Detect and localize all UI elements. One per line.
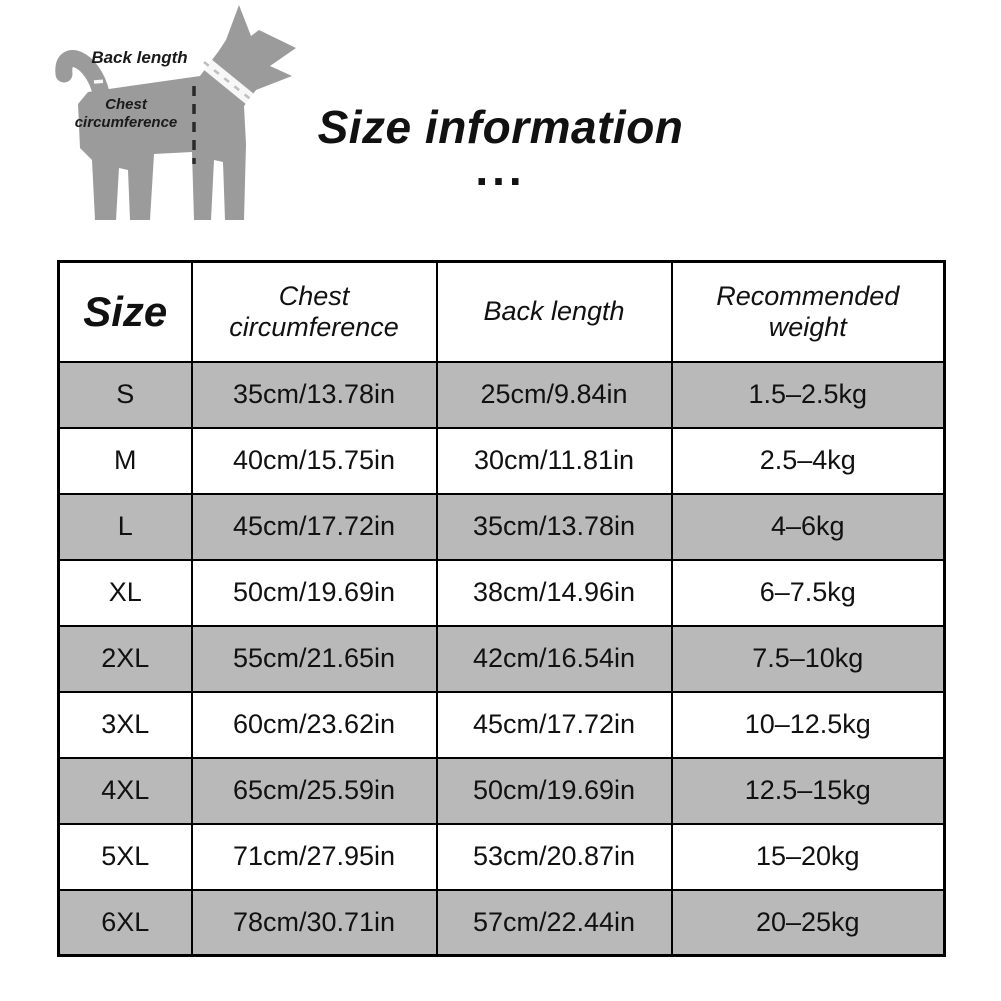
table-row: S 35cm/13.78in 25cm/9.84in 1.5–2.5kg bbox=[57, 360, 946, 429]
weight-cell: 2.5–4kg bbox=[670, 426, 946, 495]
table-row: XL 50cm/19.69in 38cm/14.96in 6–7.5kg bbox=[57, 558, 946, 627]
page-title: Size information bbox=[317, 101, 684, 153]
weight-cell: 10–12.5kg bbox=[670, 690, 946, 759]
back-cell: 25cm/9.84in bbox=[435, 360, 673, 429]
weight-cell: 7.5–10kg bbox=[670, 624, 946, 693]
dog-measurement-diagram: Back length Chest circumference bbox=[4, 0, 344, 240]
chest-cell: 60cm/23.62in bbox=[190, 690, 438, 759]
weight-cell: 1.5–2.5kg bbox=[670, 360, 946, 429]
title-dots: ... bbox=[475, 143, 526, 195]
size-cell: XL bbox=[57, 558, 193, 627]
table-row: 4XL 65cm/25.59in 50cm/19.69in 12.5–15kg bbox=[57, 756, 946, 825]
column-header-chest-circumference: Chest circumference bbox=[190, 260, 438, 363]
weight-cell: 12.5–15kg bbox=[670, 756, 946, 825]
chest-cell: 55cm/21.65in bbox=[190, 624, 438, 693]
table-row: 6XL 78cm/30.71in 57cm/22.44in 20–25kg bbox=[57, 888, 946, 957]
back-cell: 45cm/17.72in bbox=[435, 690, 673, 759]
weight-cell: 20–25kg bbox=[670, 888, 946, 957]
weight-cell: 15–20kg bbox=[670, 822, 946, 891]
column-header-recommended-weight: Recommended weight bbox=[670, 260, 946, 363]
back-cell: 35cm/13.78in bbox=[435, 492, 673, 561]
table-header-row: Size Chest circumference Back length Rec… bbox=[57, 260, 946, 363]
chest-cell: 78cm/30.71in bbox=[190, 888, 438, 957]
back-length-line bbox=[93, 71, 203, 84]
back-cell: 57cm/22.44in bbox=[435, 888, 673, 957]
chest-cell: 35cm/13.78in bbox=[190, 360, 438, 429]
chest-cell: 45cm/17.72in bbox=[190, 492, 438, 561]
column-header-back-length: Back length bbox=[435, 260, 673, 363]
size-cell: 2XL bbox=[57, 624, 193, 693]
size-cell: 3XL bbox=[57, 690, 193, 759]
back-length-label: Back length bbox=[91, 48, 188, 67]
weight-cell: 6–7.5kg bbox=[670, 558, 946, 627]
collar-band-dashes bbox=[203, 61, 255, 103]
size-table: Size Chest circumference Back length Rec… bbox=[57, 260, 946, 957]
size-cell: 4XL bbox=[57, 756, 193, 825]
dog-silhouette-icon bbox=[55, 5, 296, 220]
back-cell: 53cm/20.87in bbox=[435, 822, 673, 891]
chest-cell: 50cm/19.69in bbox=[190, 558, 438, 627]
dog-body bbox=[78, 5, 296, 220]
column-header-size: Size bbox=[57, 260, 193, 363]
size-cell: L bbox=[57, 492, 193, 561]
table-row: L 45cm/17.72in 35cm/13.78in 4–6kg bbox=[57, 492, 946, 561]
table-row: 3XL 60cm/23.62in 45cm/17.72in 10–12.5kg bbox=[57, 690, 946, 759]
chest-cell: 40cm/15.75in bbox=[190, 426, 438, 495]
size-cell: M bbox=[57, 426, 193, 495]
size-cell: 6XL bbox=[57, 888, 193, 957]
size-cell: S bbox=[57, 360, 193, 429]
table-row: M 40cm/15.75in 30cm/11.81in 2.5–4kg bbox=[57, 426, 946, 495]
chest-cell: 71cm/27.95in bbox=[190, 822, 438, 891]
back-cell: 50cm/19.69in bbox=[435, 756, 673, 825]
back-cell: 38cm/14.96in bbox=[435, 558, 673, 627]
chest-circumference-label: Chest circumference bbox=[74, 96, 178, 131]
back-cell: 30cm/11.81in bbox=[435, 426, 673, 495]
table-row: 5XL 71cm/27.95in 53cm/20.87in 15–20kg bbox=[57, 822, 946, 891]
table-row: 2XL 55cm/21.65in 42cm/16.54in 7.5–10kg bbox=[57, 624, 946, 693]
weight-cell: 4–6kg bbox=[670, 492, 946, 561]
back-cell: 42cm/16.54in bbox=[435, 624, 673, 693]
chest-cell: 65cm/25.59in bbox=[190, 756, 438, 825]
size-cell: 5XL bbox=[57, 822, 193, 891]
